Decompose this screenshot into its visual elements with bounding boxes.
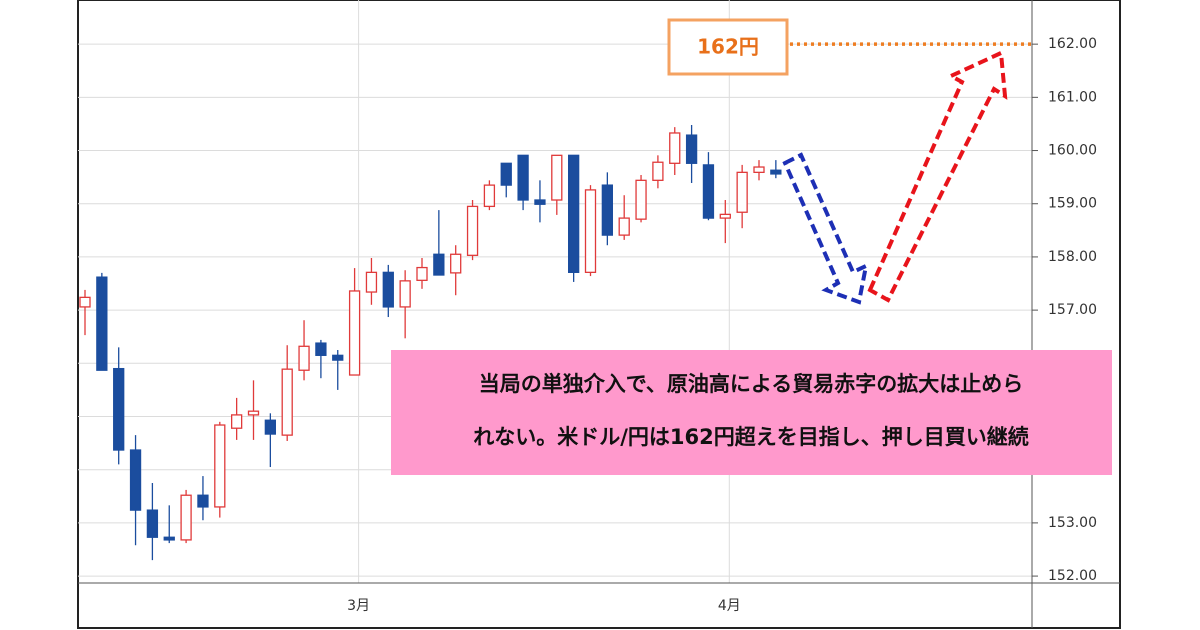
candle-body xyxy=(281,368,293,436)
y-tick-label: 152.00 xyxy=(1048,568,1097,584)
y-tick-label: 157.00 xyxy=(1048,302,1097,318)
y-tick-label: 161.00 xyxy=(1048,89,1097,105)
candle-body xyxy=(702,164,715,219)
note-box xyxy=(391,350,1112,475)
candle-body xyxy=(298,345,310,371)
candle-body xyxy=(113,367,125,451)
candle-body xyxy=(230,414,243,429)
y-tick-label: 160.00 xyxy=(1048,143,1097,159)
candle-body xyxy=(635,179,647,220)
down-arrow xyxy=(782,152,869,305)
candle-body xyxy=(584,189,597,274)
y-tick-label: 162.00 xyxy=(1048,36,1097,52)
candle-body xyxy=(180,494,192,541)
candle-body xyxy=(534,199,546,205)
candle-body xyxy=(551,154,563,201)
candle-body xyxy=(517,154,529,201)
up-arrow xyxy=(867,50,1008,303)
candle-body xyxy=(736,171,748,213)
target-label: 162円 xyxy=(697,35,759,59)
candle-body xyxy=(466,205,479,256)
candle-body xyxy=(652,161,664,181)
candle-body xyxy=(618,217,630,236)
candle-body xyxy=(382,271,394,308)
candle-body xyxy=(163,536,175,541)
candle-body xyxy=(450,253,462,274)
candle-body xyxy=(197,494,209,508)
candle-body xyxy=(719,213,731,219)
candle-body xyxy=(214,424,226,508)
candle-body xyxy=(753,166,765,173)
frame xyxy=(77,0,1121,629)
candle-body xyxy=(79,296,91,308)
note-line: 当局の単独介入で、原油高による貿易赤字の拡大は止めら xyxy=(479,372,1024,396)
note-line: れない。米ドル/円は162円超えを目指し、押し目買い継続 xyxy=(473,425,1029,449)
candle-body xyxy=(669,132,681,164)
candle-body xyxy=(416,266,428,281)
candle-body xyxy=(332,354,344,361)
candle-body xyxy=(315,342,327,356)
candle-body xyxy=(770,169,782,175)
target-box xyxy=(667,18,789,76)
x-tick-label: 3月 xyxy=(347,598,370,614)
y-tick-label: 158.00 xyxy=(1048,249,1097,265)
candle-body xyxy=(500,162,512,186)
candle-body xyxy=(348,290,361,376)
candle-body xyxy=(483,184,496,208)
candle-body xyxy=(129,449,142,511)
x-tick-label: 4月 xyxy=(718,598,741,614)
y-tick-label: 159.00 xyxy=(1048,196,1097,212)
y-tick-label: 153.00 xyxy=(1048,515,1097,531)
candle-body xyxy=(568,154,580,274)
candle-body xyxy=(399,280,411,308)
candle-body xyxy=(365,271,378,293)
candle-body xyxy=(247,410,260,416)
candle-body xyxy=(146,509,159,538)
candle-body xyxy=(96,276,108,371)
candle-body xyxy=(433,253,445,276)
candle-body xyxy=(264,419,277,435)
candle-body xyxy=(685,134,698,164)
candle-body xyxy=(601,184,613,236)
